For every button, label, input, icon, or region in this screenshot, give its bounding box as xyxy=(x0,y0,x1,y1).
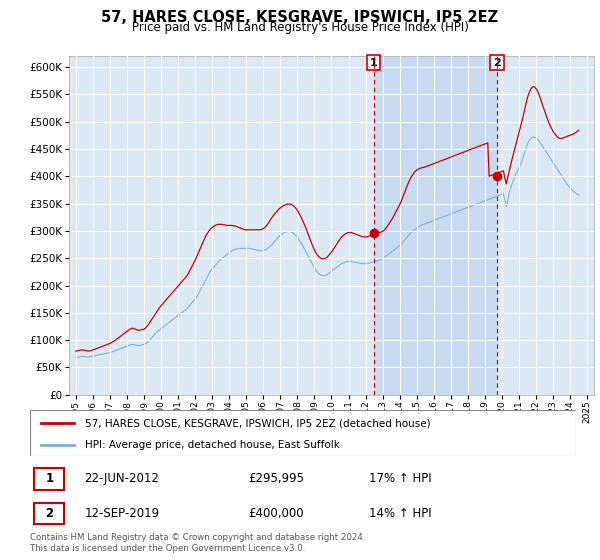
Text: 57, HARES CLOSE, KESGRAVE, IPSWICH, IP5 2EZ (detached house): 57, HARES CLOSE, KESGRAVE, IPSWICH, IP5 … xyxy=(85,418,430,428)
Text: 1: 1 xyxy=(370,58,377,68)
Text: 22-JUN-2012: 22-JUN-2012 xyxy=(85,473,160,486)
Bar xyxy=(374,56,497,395)
Text: 2: 2 xyxy=(493,58,501,68)
Text: £400,000: £400,000 xyxy=(248,507,304,520)
Text: 12-SEP-2019: 12-SEP-2019 xyxy=(85,507,160,520)
Bar xyxy=(34,503,64,524)
Text: 17% ↑ HPI: 17% ↑ HPI xyxy=(368,473,431,486)
Text: 14% ↑ HPI: 14% ↑ HPI xyxy=(368,507,431,520)
Text: HPI: Average price, detached house, East Suffolk: HPI: Average price, detached house, East… xyxy=(85,440,340,450)
Text: Contains HM Land Registry data © Crown copyright and database right 2024.
This d: Contains HM Land Registry data © Crown c… xyxy=(30,533,365,553)
Text: 1: 1 xyxy=(46,473,53,486)
Text: £295,995: £295,995 xyxy=(248,473,304,486)
Text: Price paid vs. HM Land Registry's House Price Index (HPI): Price paid vs. HM Land Registry's House … xyxy=(131,21,469,34)
Text: 2: 2 xyxy=(46,507,53,520)
Bar xyxy=(34,468,64,489)
Text: 57, HARES CLOSE, KESGRAVE, IPSWICH, IP5 2EZ: 57, HARES CLOSE, KESGRAVE, IPSWICH, IP5 … xyxy=(101,10,499,25)
